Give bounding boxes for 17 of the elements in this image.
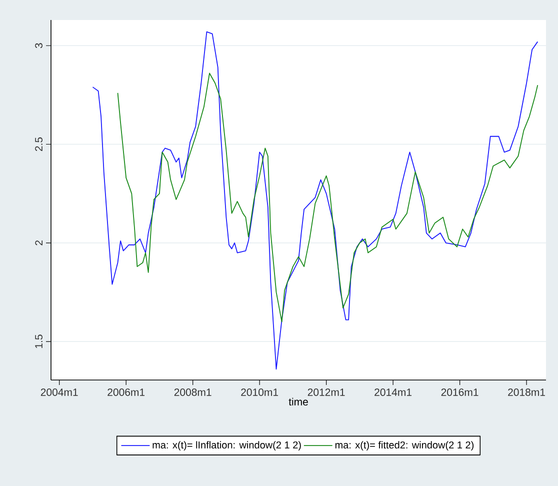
x-tick-label: 2012m1 — [308, 388, 345, 396]
line-series — [117, 72, 538, 322]
x-tick-label: 2018m1 — [508, 388, 545, 396]
x-tick-label: 2004m1 — [40, 388, 78, 396]
line-series — [92, 31, 538, 370]
legend-label: ma: x(t)= fitted2: window(2 1 2) — [335, 441, 474, 450]
x-tick-label: 2016m1 — [441, 388, 478, 396]
x-tick-label: 2006m1 — [108, 388, 145, 396]
y-tick-label: 3 — [35, 43, 42, 48]
y-tick-label: 1.5 — [35, 334, 42, 348]
y-tick-label: 2 — [35, 240, 42, 246]
x-axis-title: time — [288, 398, 308, 406]
x-tick-label: 2010m1 — [241, 388, 278, 396]
legend-label: ma: x(t)= lInflation: window(2 1 2) — [152, 441, 301, 450]
x-tick-label: 2008m1 — [174, 388, 212, 396]
y-tick-label: 2.5 — [35, 137, 42, 152]
x-tick-label: 2014m1 — [374, 388, 412, 396]
